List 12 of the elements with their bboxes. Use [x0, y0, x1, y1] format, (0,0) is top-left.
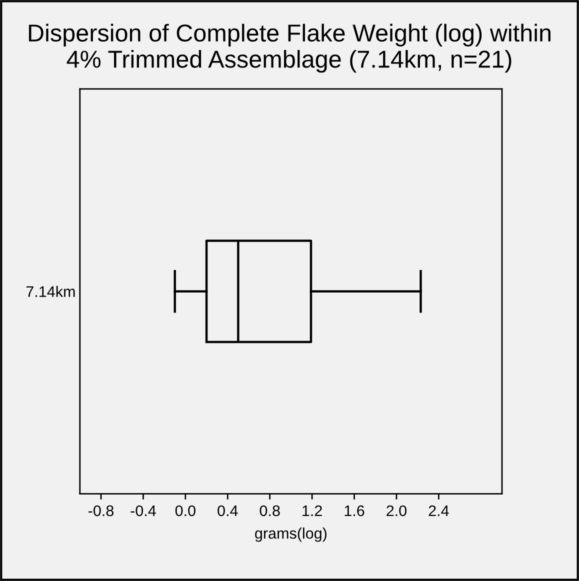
- x-tick-label: -0.8: [88, 505, 114, 516]
- x-tick-label: 0.0: [175, 505, 196, 516]
- x-tick-label: 0.4: [218, 505, 238, 516]
- x-tick-label: 2.0: [386, 505, 406, 516]
- x-tick-label: 0.8: [260, 505, 280, 516]
- y-tick-label: 7.14km: [26, 286, 75, 297]
- chart-title: Dispersion of Complete Flake Weight (log) within 4% Trimmed Assemblage (7.14km, n=21): [28, 24, 550, 73]
- x-tick-label: 1.2: [302, 505, 322, 516]
- x-tick-label: -0.4: [130, 505, 156, 516]
- x-tick-label: 1.6: [344, 505, 364, 516]
- x-tick-label: 2.4: [428, 505, 449, 516]
- x-axis-title: grams(log): [255, 528, 327, 542]
